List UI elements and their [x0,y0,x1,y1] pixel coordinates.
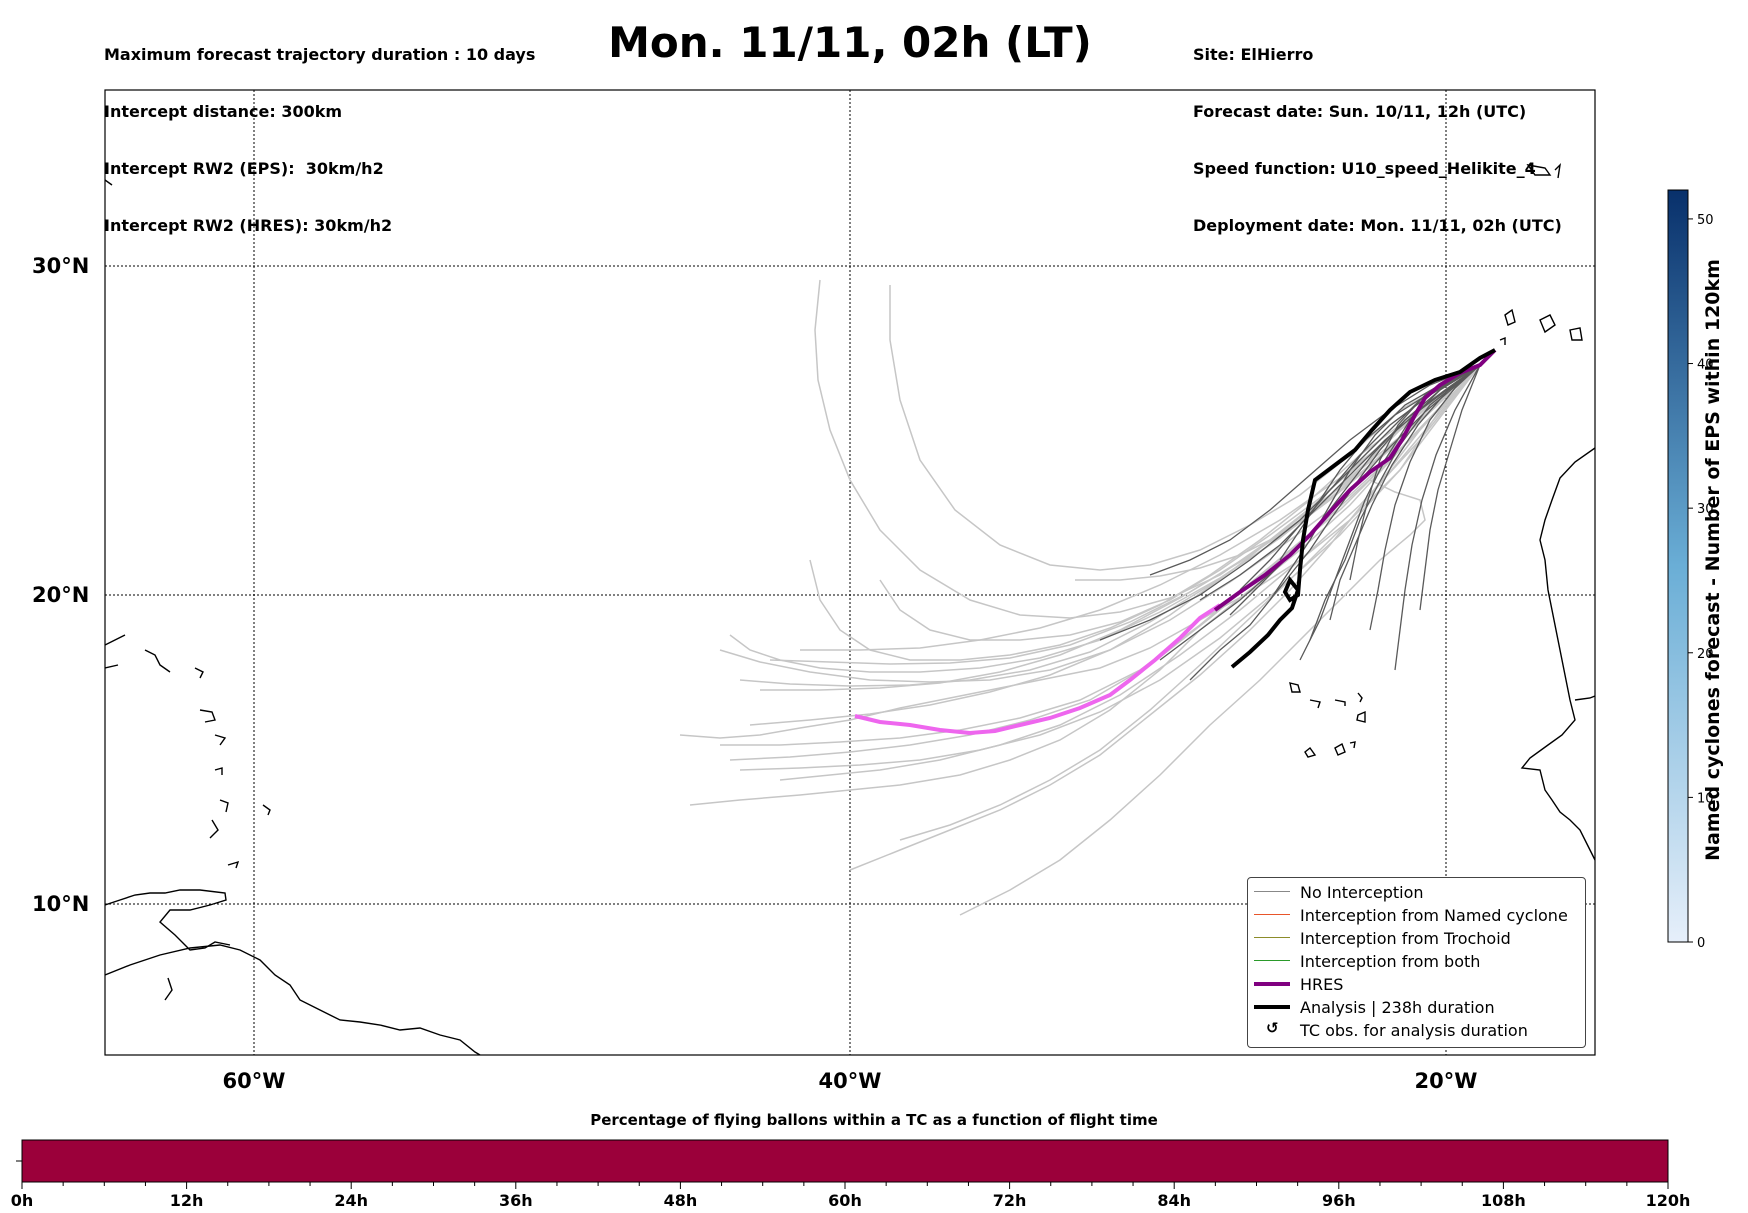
header-line: Intercept distance: 300km [104,102,343,121]
colorbar-tick-label: 50 [1697,213,1714,228]
ensemble-trajectories-dark [1099,364,1481,681]
lat-label-30n: 30°N [32,254,89,278]
lat-labels: 30°N 20°N 10°N [32,254,89,916]
flight-time-tick-label: 12h [170,1191,204,1210]
lon-label-20w: 20°W [1415,1069,1478,1093]
page-title: Mon. 11/11, 02h (LT) [608,18,1092,67]
header-line: Intercept RW2 (HRES): 30km/h2 [104,216,393,235]
hres-trajectory [1213,348,1497,612]
colorbar-tick-label: 30 [1697,502,1714,517]
header-left-info: Maximum forecast trajectory duration : 1… [104,7,535,254]
header-right-info: Site: ElHierro Forecast date: Sun. 10/11… [1193,7,1562,254]
lon-label-40w: 40°W [819,1069,882,1093]
flight-time-tick-label: 0h [11,1191,34,1210]
legend-item-no-interception: No Interception [1248,881,1585,904]
header-line: Deployment date: Mon. 11/11, 02h (UTC) [1193,216,1562,235]
lon-label-60w: 60°W [223,1069,286,1093]
flight-time-bar: 0h 12h 24h 36h 48h 60h 72h 84h 96h 108h 120h [11,1139,1691,1210]
lat-label-20n: 20°N [32,583,89,607]
legend-item-trochoid: Interception from Trochoid [1248,927,1585,950]
hres-trajectory-light [854,603,1222,736]
flight-time-tick-label: 108h [1481,1191,1526,1210]
legend-label: HRES [1300,975,1344,994]
legend-label: No Interception [1300,883,1424,902]
coastlines [105,162,1595,1055]
legend-swatch [1254,982,1290,986]
colorbar-title: Named cyclones forecast - Number of EPS … [1702,259,1724,861]
header-line: Forecast date: Sun. 10/11, 12h (UTC) [1193,102,1527,121]
legend-label: Interception from Trochoid [1300,929,1511,948]
legend-swatch [1254,914,1290,916]
header-line: Speed function: U10_speed_Helikite_4 [1193,159,1536,178]
ensemble-trajectories-light [679,279,1481,916]
colorbar-tick-label: 40 [1697,358,1714,373]
colorbar-tick-label: 0 [1697,936,1705,951]
flight-time-tick-label: 48h [664,1191,698,1210]
legend-swatch [1254,891,1290,893]
header-line: Site: ElHierro [1193,45,1314,64]
legend-label: Analysis | 238h duration [1300,998,1495,1017]
colorbar-tick-label: 20 [1697,647,1714,662]
legend-label: TC obs. for analysis duration [1300,1021,1528,1040]
flight-time-tick-label: 120h [1646,1191,1691,1210]
legend-item-tc-obs: ↺ TC obs. for analysis duration [1248,1019,1585,1042]
flight-time-tick-label: 24h [334,1191,368,1210]
legend-item-hres: HRES [1248,973,1585,996]
legend-swatch [1254,937,1290,939]
flight-time-bar-title: Percentage of flying ballons within a TC… [590,1111,1158,1129]
header-line: Intercept RW2 (EPS): 30km/h2 [104,159,384,178]
cyclone-icon: ↺ [1266,1019,1279,1037]
legend-item-analysis: Analysis | 238h duration [1248,996,1585,1019]
flight-time-ticks: 0h 12h 24h 36h 48h 60h 72h 84h 96h 108h 120h [11,1182,1691,1210]
colorbar-tick-label: 10 [1697,791,1714,806]
flight-time-tick-label: 84h [1157,1191,1191,1210]
legend-item-both: Interception from both [1248,950,1585,973]
legend: No Interception Interception from Named … [1247,877,1586,1048]
legend-label: Interception from Named cyclone [1300,906,1568,925]
legend-swatch [1254,1005,1290,1009]
lon-labels: 60°W 40°W 20°W [223,1069,1478,1093]
legend-label: Interception from both [1300,952,1481,971]
flight-time-tick-label: 72h [993,1191,1027,1210]
legend-swatch [1254,960,1290,962]
flight-time-tick-label: 60h [828,1191,862,1210]
lat-label-10n: 10°N [32,892,89,916]
legend-item-named-cyclone: Interception from Named cyclone [1248,904,1585,927]
header-line: Maximum forecast trajectory duration : 1… [104,45,536,64]
flight-time-bar-fill [22,1140,1668,1182]
flight-time-tick-label: 36h [499,1191,533,1210]
analysis-trajectory [1230,348,1496,669]
colorbar-gradient [1667,189,1689,943]
flight-time-tick-label: 96h [1322,1191,1356,1210]
colorbar-ticks: 0 10 20 30 40 50 [1688,213,1714,951]
colorbar: 0 10 20 30 40 50 [1667,189,1714,951]
map-frame [104,89,1596,1056]
